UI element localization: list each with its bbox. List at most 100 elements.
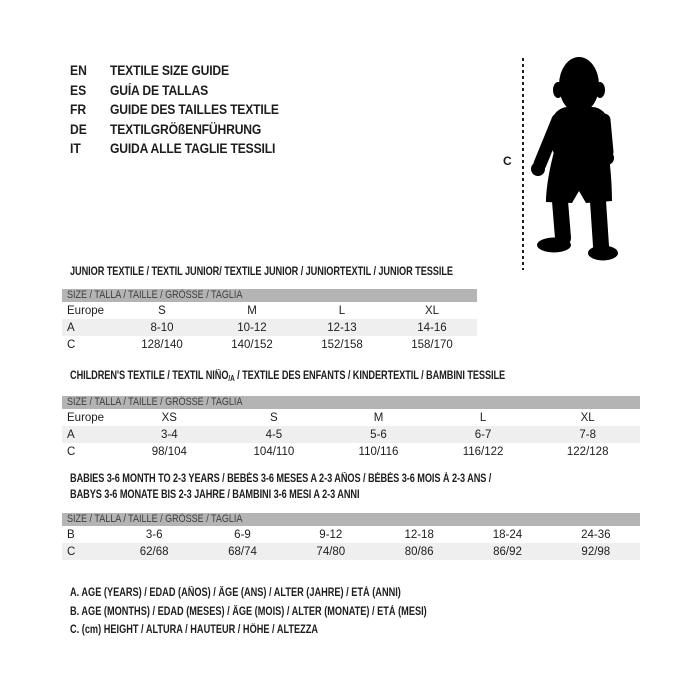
size-cell: 4-5 <box>265 428 283 441</box>
size-cell: 5-6 <box>370 428 387 441</box>
size-cell: 62/68 <box>139 545 169 558</box>
language-label: TEXTILE SIZE GUIDE <box>110 63 229 78</box>
table-header-text: SIZE / TALLA / TAILLE / GRÖSSE / TAGLIA <box>67 513 243 525</box>
size-cell: 152/158 <box>321 338 363 351</box>
table-header: SIZE / TALLA / TAILLE / GRÖSSE / TAGLIA <box>62 396 640 409</box>
language-row-it: IT GUIDA ALLE TAGLIE TESSILI <box>70 139 298 159</box>
row-label: Europe <box>67 411 105 424</box>
row-label: B <box>67 528 75 541</box>
table-header: SIZE / TALLA / TAILLE / GRÖSSE / TAGLIA <box>62 289 477 302</box>
table-header-text: SIZE / TALLA / TAILLE / GRÖSSE / TAGLIA <box>67 289 243 301</box>
size-cell: S <box>270 411 278 424</box>
size-cell: 8-10 <box>150 321 174 334</box>
size-cell: 14-16 <box>417 321 447 334</box>
size-cell: 9-12 <box>319 528 343 541</box>
language-row-en: EN TEXTILE SIZE GUIDE <box>70 61 298 81</box>
language-row-es: ES GUÍA DE TALLAS <box>70 81 298 101</box>
size-cell: 7-8 <box>579 428 596 441</box>
toddler-silhouette-icon <box>531 57 618 261</box>
language-label: GUÍA DE TALLAS <box>110 82 209 98</box>
size-cell: 80/86 <box>404 545 434 558</box>
size-cell: 128/140 <box>141 338 183 351</box>
language-row-fr: FR GUIDE DES TAILLES TEXTILE <box>70 100 298 120</box>
language-label: TEXTILGRÖßENFÜHRUNG <box>110 121 262 137</box>
size-cell: M <box>373 411 384 424</box>
size-cell: 68/74 <box>228 545 257 558</box>
section-title-junior: JUNIOR TEXTILE / TEXTIL JUNIOR/ TEXTILE … <box>70 266 549 278</box>
table-row-height: C 98/104 104/110 110/116 116/122 122/128 <box>62 443 640 460</box>
language-code: DE <box>70 121 87 137</box>
size-cell: L <box>338 304 346 317</box>
size-cell: 6-7 <box>474 428 492 441</box>
size-cell: 86/92 <box>493 545 522 558</box>
size-cell: 24-36 <box>581 528 611 541</box>
section-title-line1: BABIES 3-6 MONTH TO 2-3 YEARS / BEBÉS 3-… <box>70 473 492 485</box>
size-cell: L <box>479 411 487 424</box>
size-cell: 3-4 <box>160 428 178 441</box>
row-label: A <box>67 321 75 334</box>
section-title-text: JUNIOR TEXTILE / TEXTIL JUNIOR/ TEXTILE … <box>70 266 453 278</box>
children-size-table: SIZE / TALLA / TAILLE / GRÖSSE / TAGLIA … <box>62 396 640 460</box>
row-label: Europe <box>67 304 105 317</box>
row-label: C <box>67 445 76 458</box>
row-label: C <box>67 338 76 351</box>
table-header-text: SIZE / TALLA / TAILLE / GRÖSSE / TAGLIA <box>67 396 243 408</box>
language-code: ES <box>70 82 87 98</box>
size-cell: 12-13 <box>327 321 357 334</box>
language-label: GUIDA ALLE TAGLIE TESSILI <box>110 141 276 156</box>
section-title-babies: BABIES 3-6 MONTH TO 2-3 YEARS / BEBÉS 3-… <box>70 471 597 503</box>
size-cell: S <box>158 304 166 317</box>
size-cell: 98/104 <box>151 445 187 458</box>
table-row-height: C 128/140 140/152 152/158 158/170 <box>62 336 477 353</box>
footnotes: A. AGE (YEARS) / EDAD (AÑOS) / ÂGE (ANS)… <box>70 584 516 640</box>
table-row-europe: Europe XS S M L XL <box>62 409 640 426</box>
section-title-text: CHILDREN'S TEXTILE / TEXTIL NIÑO/A / TEX… <box>70 370 505 383</box>
language-row-de: DE TEXTILGRÖßENFÜHRUNG <box>70 120 298 140</box>
size-cell: 6-9 <box>234 528 251 541</box>
section-title-children: CHILDREN'S TEXTILE / TEXTIL NIÑO/A / TEX… <box>70 370 614 383</box>
size-cell: 116/122 <box>462 445 504 458</box>
footnote-a: A. AGE (YEARS) / EDAD (AÑOS) / ÂGE (ANS)… <box>70 584 516 603</box>
size-cell: 92/98 <box>581 545 611 558</box>
size-cell: 110/116 <box>358 445 399 458</box>
junior-size-table: SIZE / TALLA / TAILLE / GRÖSSE / TAGLIA … <box>62 289 477 353</box>
table-row-age: A 8-10 10-12 12-13 14-16 <box>62 319 477 336</box>
size-cell: M <box>247 304 257 317</box>
footnote-c: C. (cm) HEIGHT / ALTURA / HAUTEUR / HÖHE… <box>70 621 516 640</box>
size-cell: XS <box>161 411 177 424</box>
size-cell: 104/110 <box>253 445 295 458</box>
size-cell: 18-24 <box>492 528 523 541</box>
footnote-c-text: C. (cm) HEIGHT / ALTURA / HAUTEUR / HÖHE… <box>70 624 319 636</box>
size-cell: XL <box>424 304 440 317</box>
size-cell: 158/170 <box>411 338 453 351</box>
babies-size-table: SIZE / TALLA / TAILLE / GRÖSSE / TAGLIA … <box>62 513 640 560</box>
row-label: A <box>67 428 75 441</box>
table-row-height: C 62/68 68/74 74/80 80/86 86/92 92/98 <box>62 543 640 560</box>
size-cell: 12-18 <box>404 528 434 541</box>
language-list: EN TEXTILE SIZE GUIDE ES GUÍA DE TALLAS … <box>70 61 298 159</box>
title-post: / TEXTILE DES ENFANTS / KINDERTEXTIL / B… <box>234 370 506 382</box>
footnote-b-text: B. AGE (MONTHS) / EDAD (MESES) / ÂGE (MO… <box>70 605 427 618</box>
table-row-europe: Europe S M L XL <box>62 302 477 319</box>
size-cell: 122/128 <box>566 445 609 458</box>
title-subscript: /A <box>228 374 235 383</box>
footnote-b: B. AGE (MONTHS) / EDAD (MESES) / ÂGE (MO… <box>70 603 516 622</box>
row-label: C <box>67 545 76 558</box>
language-code: FR <box>70 102 87 117</box>
measure-label-c: C <box>503 154 512 168</box>
height-measure-dashed-line <box>522 58 524 270</box>
size-cell: 3-6 <box>145 528 163 541</box>
size-cell: 74/80 <box>316 545 346 558</box>
size-cell: XL <box>580 411 595 424</box>
language-code: EN <box>70 63 87 78</box>
footnote-a-text: A. AGE (YEARS) / EDAD (AÑOS) / ÂGE (ANS)… <box>70 587 401 599</box>
title-pre: CHILDREN'S TEXTILE / TEXTIL NIÑO <box>70 370 229 382</box>
table-row-age-months: B 3-6 6-9 9-12 12-18 18-24 24-36 <box>62 526 640 543</box>
size-cell: 10-12 <box>237 321 267 334</box>
language-label: GUIDE DES TAILLES TEXTILE <box>110 102 279 117</box>
language-code: IT <box>70 141 81 156</box>
size-cell: 140/152 <box>231 338 273 351</box>
section-title-line2: BABYS 3-6 MONATE BIS 2-3 JAHRE / BAMBINI… <box>70 489 360 501</box>
table-header: SIZE / TALLA / TAILLE / GRÖSSE / TAGLIA <box>62 513 640 526</box>
